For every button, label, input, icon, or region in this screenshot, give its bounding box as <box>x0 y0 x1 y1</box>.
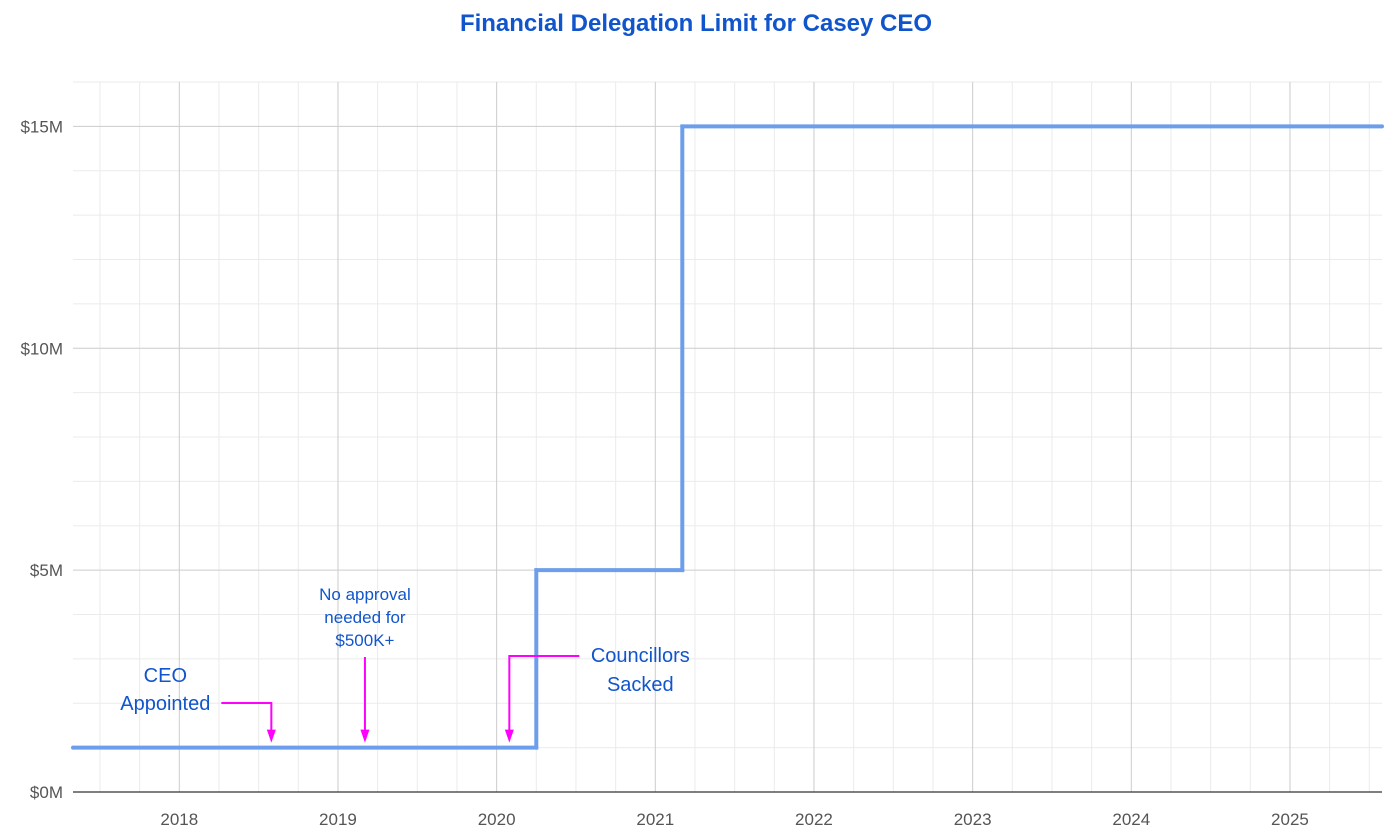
annotation-arrowhead <box>266 729 276 743</box>
y-axis-tick-labels: $0M $5M $10M $15M <box>20 117 63 802</box>
series-point <box>71 745 75 750</box>
annotation-label: No approval <box>319 585 411 604</box>
annotation-connector <box>221 702 273 735</box>
y-tick-label: $15M <box>20 117 63 136</box>
grid-major-lines <box>73 82 1382 792</box>
x-tick-label: 2024 <box>1112 810 1150 829</box>
x-tick-label: 2021 <box>636 810 674 829</box>
annotation-label: Appointed <box>120 693 210 715</box>
chart-title: Financial Delegation Limit for Casey CEO <box>459 10 933 37</box>
annotation-label: Sacked <box>607 674 674 696</box>
y-tick-label: $10M <box>20 339 63 358</box>
annotation-layer: CEO Appointed No approval needed for $500K+ C… <box>120 585 690 743</box>
annotation-arrowhead <box>504 729 514 743</box>
x-tick-label: 2020 <box>478 810 516 829</box>
series-point <box>534 568 539 573</box>
series-point <box>680 568 685 573</box>
x-tick-label: 2022 <box>795 810 833 829</box>
x-tick-label: 2018 <box>160 810 198 829</box>
x-tick-label: 2023 <box>954 810 992 829</box>
annotation-arrowhead <box>360 729 370 743</box>
y-tick-label: $5M <box>30 561 63 580</box>
annotation-connector <box>508 655 580 735</box>
annotation-label: $500K+ <box>335 631 394 650</box>
annotation-label: Councillors <box>591 645 690 667</box>
x-axis-tick-labels: 2018 2019 2020 2021 2022 2023 2024 2025 <box>160 810 1308 829</box>
x-tick-label: 2025 <box>1271 810 1309 829</box>
annotation-label: CEO <box>144 665 187 687</box>
series-point <box>680 124 685 129</box>
x-tick-label: 2019 <box>319 810 357 829</box>
series-point <box>1380 124 1384 129</box>
series-point <box>534 745 539 750</box>
y-tick-label: $0M <box>30 783 63 802</box>
series-line <box>73 124 1382 750</box>
grid-minor-lines <box>73 81 1382 792</box>
annotation-label: needed for <box>324 608 406 627</box>
series-layer <box>71 124 1384 750</box>
